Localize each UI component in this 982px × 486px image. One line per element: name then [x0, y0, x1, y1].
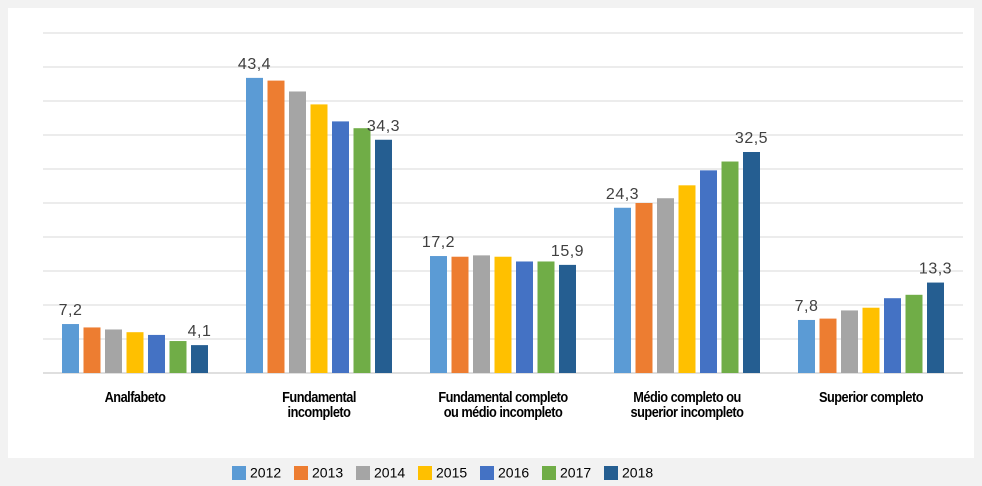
bar	[614, 207, 631, 373]
bar	[537, 261, 555, 373]
bar	[559, 264, 576, 373]
data-label: 7,2	[59, 302, 83, 319]
bar	[884, 298, 901, 373]
data-label: 34,3	[367, 118, 400, 135]
bar	[494, 256, 512, 373]
bar	[105, 329, 122, 373]
bar	[62, 324, 79, 373]
data-label: 32,5	[735, 130, 768, 147]
bar	[721, 161, 739, 373]
legend-swatch	[232, 466, 246, 480]
bar	[289, 91, 306, 373]
data-label: 15,9	[551, 243, 584, 260]
data-label: 7,8	[795, 298, 819, 315]
bar	[516, 261, 533, 373]
x-tick-label: Fundamental completo ou médio incompleto	[438, 389, 568, 421]
bar	[635, 203, 653, 373]
bar	[657, 198, 674, 373]
bar	[169, 341, 187, 373]
legend-label: 2016	[498, 465, 529, 481]
bar	[473, 255, 490, 373]
legend-swatch	[418, 466, 432, 480]
bar	[148, 334, 165, 373]
bar	[310, 104, 328, 374]
legend-label: 2018	[622, 465, 653, 481]
legend-label: 2014	[374, 465, 405, 481]
bar	[798, 319, 815, 373]
legend-label: 2013	[312, 465, 343, 481]
data-label: 17,2	[422, 234, 455, 251]
bar	[819, 318, 837, 373]
legend-swatch	[294, 466, 308, 480]
bar	[126, 332, 144, 373]
x-tick-label: Analfabeto	[104, 389, 166, 406]
legend-label: 2017	[560, 465, 591, 481]
x-tick-label: Superior completo	[819, 389, 923, 406]
plot-background	[8, 8, 974, 458]
bar	[267, 80, 285, 373]
x-tick-label: Médio completo ou superior incompleto	[630, 389, 744, 421]
bar	[375, 139, 392, 373]
bar	[700, 170, 717, 373]
legend-swatch	[542, 466, 556, 480]
bar	[83, 327, 101, 373]
data-label: 24,3	[606, 186, 639, 203]
x-tick-label: Fundamental incompleto	[282, 389, 356, 421]
bar	[353, 128, 371, 373]
bar	[246, 77, 263, 373]
legend-swatch	[604, 466, 618, 480]
bar	[927, 282, 944, 373]
legend-label: 2015	[436, 465, 467, 481]
bar	[905, 294, 923, 373]
bar	[191, 345, 208, 373]
data-label: 43,4	[238, 56, 271, 73]
bar	[430, 256, 447, 373]
bar	[743, 152, 760, 373]
data-label: 4,1	[188, 323, 212, 340]
bar	[451, 256, 469, 373]
bar	[862, 307, 880, 373]
legend-label: 2012	[250, 465, 281, 481]
bar	[332, 121, 349, 374]
bar	[841, 310, 858, 373]
data-label: 13,3	[919, 261, 952, 278]
legend-swatch	[356, 466, 370, 480]
bar	[678, 185, 696, 373]
legend-swatch	[480, 466, 494, 480]
